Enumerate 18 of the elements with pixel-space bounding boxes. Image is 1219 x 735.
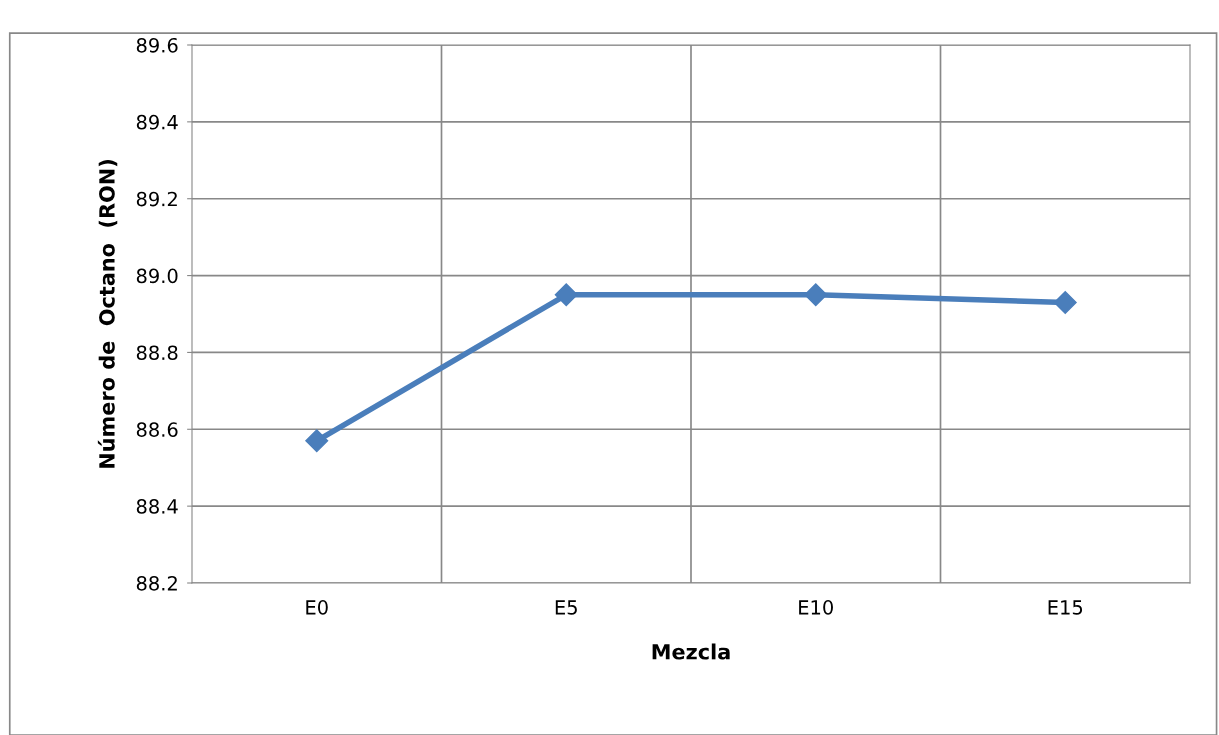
y-tick-label: 88.6	[136, 422, 178, 437]
y-axis-title: Número de Octano (RON)	[97, 160, 118, 468]
y-tick-label: 88.8	[136, 345, 178, 361]
point	[554, 283, 578, 307]
y-tick-label: 89.2	[136, 191, 177, 207]
y-tick-label: 88.2	[136, 575, 177, 591]
point	[1053, 290, 1077, 314]
x-tick-label: E5	[555, 600, 577, 615]
x-axis-title: Mezcla	[652, 643, 730, 660]
y-tick-label: 88.4	[136, 499, 178, 514]
y-tick-label: 89.4	[136, 114, 178, 130]
x-tick-label: E10	[799, 600, 833, 615]
y-tick-label: 89.6	[136, 37, 178, 53]
x-tick-label: E15	[1048, 600, 1083, 615]
point	[305, 429, 329, 453]
x-tick-label: E0	[306, 600, 328, 615]
y-tick-label: 89.0	[136, 268, 178, 284]
point	[804, 283, 828, 307]
